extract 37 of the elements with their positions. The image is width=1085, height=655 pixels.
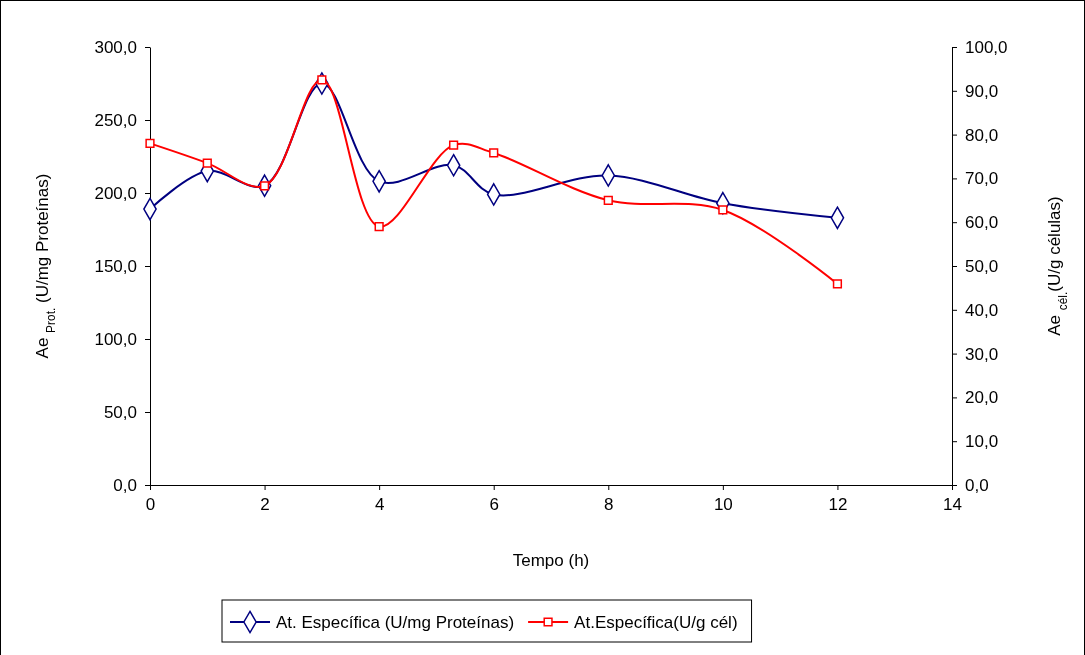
- point: [145, 138, 155, 148]
- y2-tick-label: 90,0: [965, 81, 999, 101]
- x-tick-label: 10: [713, 495, 733, 515]
- y2-tick-label: 30,0: [965, 344, 999, 364]
- x-tick-label: 8: [604, 495, 614, 515]
- x-tick-label: 4: [374, 495, 385, 515]
- x-tick-label: 14: [943, 495, 962, 515]
- point: [832, 279, 843, 289]
- y2-tick-label: 20,0: [965, 388, 999, 408]
- x-tick-label: 2: [260, 495, 270, 515]
- y-tick-label: 250,0: [94, 110, 137, 130]
- y2-tick-label: 50,0: [965, 256, 999, 276]
- legend-label: At. Específica (U/mg Proteínas): [276, 613, 515, 632]
- y2-tick-label: 0,0: [965, 475, 989, 495]
- x-tick-label: 12: [828, 495, 848, 515]
- point: [374, 221, 384, 232]
- point: [489, 148, 499, 158]
- legend-label: At.Específica(U/g cél): [574, 613, 738, 632]
- x-tick-label: 0: [145, 495, 156, 515]
- y-tick-label: 200,0: [94, 183, 137, 203]
- y2-tick-label: 100,0: [965, 37, 1008, 57]
- point: [718, 205, 728, 215]
- y2-tick-label: 40,0: [965, 300, 999, 320]
- y2-tick-label: 60,0: [965, 213, 999, 233]
- point: [603, 195, 613, 205]
- y2-tick-label: 10,0: [965, 432, 999, 452]
- x-axis-title: Tempo (h): [512, 551, 590, 570]
- y2-tick-label: 70,0: [965, 169, 999, 189]
- y2-tick-label: 80,0: [965, 125, 999, 145]
- y-tick-label: 150,0: [94, 256, 137, 276]
- point: [202, 158, 212, 168]
- y-tick-label: 100,0: [94, 329, 137, 349]
- point: [448, 140, 459, 150]
- y-tick-label: 0,0: [113, 475, 137, 495]
- x-tick-label: 6: [489, 495, 499, 515]
- y-tick-label: 300,0: [94, 37, 137, 57]
- y-tick-label: 50,0: [103, 402, 137, 422]
